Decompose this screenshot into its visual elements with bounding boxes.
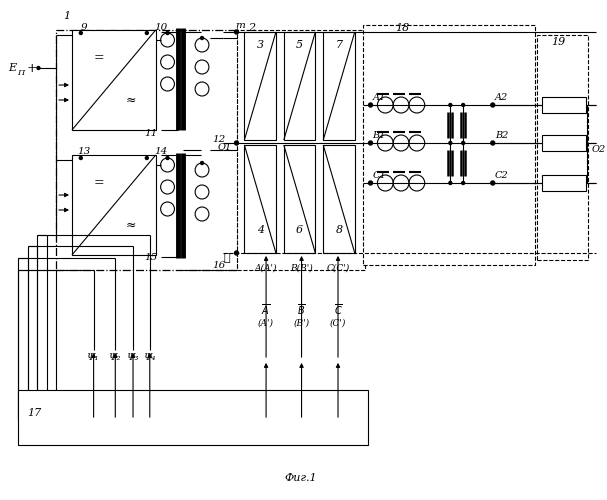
Text: $\overline{C}$: $\overline{C}$ [334, 302, 342, 318]
Text: (A'): (A') [258, 318, 274, 328]
Bar [72, 155, 156, 255]
Text: 9: 9 [81, 22, 87, 32]
Bar [237, 30, 365, 270]
Bar [245, 145, 276, 253]
Text: 11: 11 [144, 128, 157, 138]
Circle shape [491, 181, 495, 185]
Text: O2: O2 [591, 146, 606, 154]
Circle shape [462, 104, 464, 106]
Text: 13: 13 [77, 148, 90, 156]
Bar [362, 25, 535, 265]
Text: m: m [236, 20, 245, 30]
Bar [542, 135, 586, 151]
Text: Ψ₁: Ψ₁ [87, 354, 100, 362]
Text: C2: C2 [495, 170, 509, 179]
Text: +: + [27, 62, 37, 74]
Circle shape [449, 182, 452, 184]
Circle shape [462, 182, 464, 184]
Text: =: = [93, 52, 104, 64]
Text: Π: Π [17, 69, 24, 77]
Text: C1: C1 [373, 170, 386, 179]
Text: Фиг.1: Фиг.1 [284, 473, 317, 483]
Text: 14: 14 [154, 148, 168, 156]
Text: 6: 6 [296, 225, 303, 235]
Bar [245, 32, 276, 140]
Text: C(C'): C(C') [327, 264, 350, 272]
Text: 16: 16 [212, 260, 225, 270]
Text: 2: 2 [248, 23, 255, 33]
Circle shape [145, 32, 148, 34]
Text: Ψ₄: Ψ₄ [144, 354, 156, 362]
Bar [542, 175, 586, 191]
Circle shape [234, 141, 239, 145]
Text: 15: 15 [144, 254, 157, 262]
Text: 4: 4 [257, 225, 263, 235]
Bar [324, 32, 354, 140]
Text: B(B'): B(B') [290, 264, 313, 272]
Text: Ψ₃: Ψ₃ [127, 354, 139, 362]
Circle shape [234, 30, 239, 34]
Text: A2: A2 [495, 92, 508, 102]
Circle shape [80, 32, 83, 34]
Bar [537, 35, 588, 260]
Text: A1: A1 [373, 92, 386, 102]
Text: ≈: ≈ [126, 218, 137, 232]
Circle shape [368, 103, 373, 107]
Text: ≈: ≈ [126, 94, 137, 106]
Text: O1: O1 [217, 144, 232, 152]
Text: 10: 10 [154, 22, 168, 32]
Text: 19: 19 [552, 37, 566, 47]
Text: Ψ₂: Ψ₂ [109, 354, 121, 362]
Text: 5: 5 [296, 40, 303, 50]
Circle shape [234, 251, 239, 255]
Circle shape [80, 156, 83, 160]
Text: $\overline{A}$: $\overline{A}$ [262, 302, 271, 318]
Text: 3: 3 [257, 40, 263, 50]
Text: 8: 8 [336, 225, 342, 235]
Text: $\overline{B}$: $\overline{B}$ [297, 302, 306, 318]
Circle shape [200, 162, 203, 164]
Text: ℓ: ℓ [224, 253, 231, 263]
Text: B1: B1 [373, 130, 386, 140]
Circle shape [368, 141, 373, 145]
Text: 1: 1 [64, 11, 70, 21]
Bar [18, 390, 368, 445]
Text: 12: 12 [212, 136, 225, 144]
Text: B2: B2 [495, 130, 508, 140]
Text: (B'): (B') [294, 318, 310, 328]
Bar [324, 145, 354, 253]
Bar [72, 30, 156, 130]
Circle shape [145, 156, 148, 160]
Circle shape [200, 36, 203, 40]
Text: A(A'): A(A') [255, 264, 277, 272]
Text: E: E [8, 63, 16, 73]
Circle shape [166, 32, 169, 34]
Circle shape [449, 142, 452, 144]
Bar [542, 97, 586, 113]
Text: (C'): (C') [330, 318, 346, 328]
Text: 7: 7 [336, 40, 342, 50]
Text: =: = [93, 176, 104, 190]
Text: 17: 17 [27, 408, 42, 418]
Bar [56, 30, 239, 270]
Circle shape [449, 104, 452, 106]
Circle shape [166, 156, 169, 160]
Bar [284, 32, 316, 140]
Circle shape [491, 141, 495, 145]
Circle shape [491, 103, 495, 107]
Circle shape [462, 142, 464, 144]
Text: 18: 18 [395, 23, 409, 33]
Circle shape [368, 181, 373, 185]
Circle shape [37, 66, 40, 70]
Bar [284, 145, 316, 253]
